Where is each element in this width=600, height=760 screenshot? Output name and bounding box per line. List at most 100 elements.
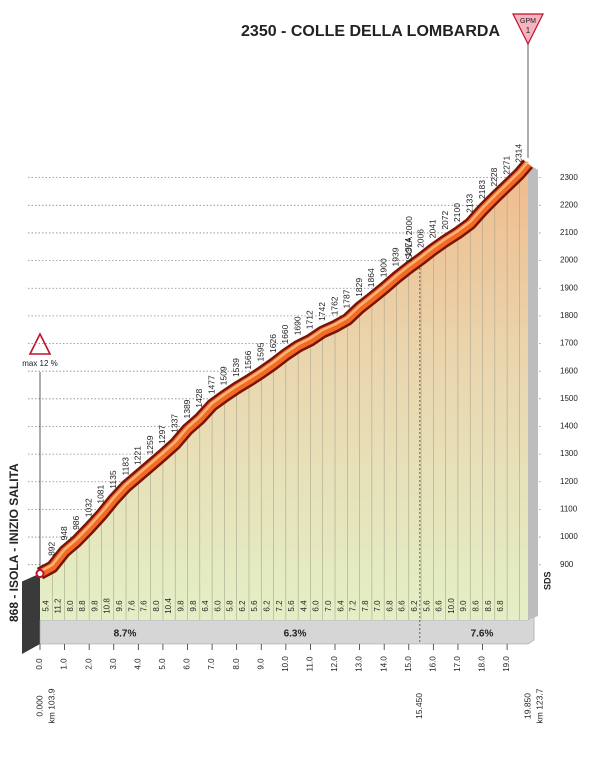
km-label: km 123.7 [534,688,544,723]
y-tick-label: 1900 [560,283,578,292]
y-tick-label: 1500 [560,394,578,403]
x-tick-label: 12.0 [330,656,339,672]
x-tick-label: 6.0 [183,658,192,670]
x-tick-label: 7.0 [207,658,216,670]
y-tick-label: 1400 [560,422,578,431]
altitude-label: 1135 [108,470,118,489]
segment-gradient: 11.2 [54,598,63,614]
altitude-label: 1183 [120,457,130,476]
altitude-label: 1221 [133,446,143,465]
altitude-label: 1787 [342,289,352,308]
altitude-label: 1539 [231,358,241,377]
altitude-label: 1626 [268,334,278,353]
km-mark-label: 19.850 [522,693,532,719]
altitude-label: 1690 [292,316,302,335]
x-tick-label: 18.0 [478,656,487,672]
segment-gradient: 7.0 [373,600,382,612]
altitude-label: 1566 [243,350,253,369]
x-tick-label: 13.0 [355,656,364,672]
segment-gradient: 8.8 [78,600,87,612]
segment-gradient: 10.8 [103,598,112,614]
x-tick-label: 14.0 [379,656,388,672]
altitude-label: 1477 [206,375,216,394]
km-mark-label: 15.450 [414,693,424,719]
altitude-label: 1762 [329,296,339,315]
segment-gradient: 7.2 [349,600,358,612]
segment-gradient: 6.2 [410,600,419,612]
segment-gradient: 6.8 [496,600,505,612]
x-tick-label: 19.0 [502,656,511,672]
altitude-label: 2072 [440,211,450,230]
altitude-label: 2183 [477,180,487,199]
segment-gradient: 8.0 [152,600,161,612]
x-tick-label: 0.0 [35,658,44,670]
section-gradient: 7.6% [471,629,494,640]
x-tick-label: 15.0 [404,656,413,672]
segment-gradient: 7.6 [140,600,149,612]
section-gradient: 6.3% [284,629,307,640]
y-tick-label: 2000 [560,256,578,265]
altitude-label: 948 [59,526,69,540]
y-tick-label: 1000 [560,532,578,541]
x-tick-label: 16.0 [428,656,437,672]
segment-gradient: 6.6 [398,600,407,612]
segment-gradient: 5.6 [422,600,431,612]
altitude-label: 892 [47,541,57,555]
altitude-label: 2314 [514,144,524,163]
section-gradient: 8.7% [114,629,137,640]
segment-gradient: 6.0 [312,600,321,612]
altitude-label: 1509 [219,366,229,385]
segment-gradient: 5.8 [226,600,235,612]
x-tick-label: 5.0 [158,658,167,670]
segment-gradient: 9.0 [459,600,468,612]
altitude-label: 1032 [83,498,93,517]
gpm-icon [512,13,544,46]
max-gradient: max 12 % [22,359,58,368]
waypoint-label: ISOLA 2000 [404,216,414,262]
right-side [528,163,538,620]
altitude-label: 2133 [464,194,474,213]
altitude-label: 1864 [366,268,376,287]
gradient-warning-icon [28,332,52,355]
altitude-label: 986 [71,515,81,529]
x-tick-label: 10.0 [281,656,290,672]
segment-gradient: 6.8 [385,600,394,612]
altitude-label: 1939 [391,247,401,266]
segment-gradient: 6.4 [336,600,345,612]
segment-gradient: 8.0 [66,600,75,612]
altitude-label: 1297 [157,425,167,444]
segment-gradient: 9.8 [176,600,185,612]
altitude-label: 1712 [305,310,315,329]
x-tick-label: 3.0 [109,658,118,670]
x-tick-label: 4.0 [133,658,142,670]
segment-gradient: 7.2 [275,600,284,612]
profile-line [38,161,532,578]
left-side [22,573,40,654]
x-tick-label: 2.0 [84,658,93,670]
km-mark-label: 0.000 [34,695,44,717]
segment-gradient: 4.4 [299,600,308,612]
segment-gradient: 8.6 [471,600,480,612]
km-label: km 103.9 [46,688,56,723]
segment-gradient: 6.2 [263,600,272,612]
segment-gradient: 7.8 [361,600,370,612]
y-tick-label: 2200 [560,200,578,209]
start-point [35,569,45,579]
segment-gradient: 6.4 [201,600,210,612]
segment-gradient: 7.6 [127,600,136,612]
gpm-category: 1 [526,26,531,35]
source-label: SDS [542,571,552,590]
segment-gradient: 5.6 [287,600,296,612]
gpm-text: GPM [520,18,536,25]
y-tick-label: 1100 [560,505,578,514]
segment-gradient: 9.6 [115,600,124,612]
altitude-label: 1660 [280,324,290,343]
altitude-label: 1595 [256,342,266,361]
segment-gradient: 10.4 [164,598,173,614]
segment-gradient: 9.8 [189,600,198,612]
y-tick-label: 1300 [560,449,578,458]
segment-gradient: 10.0 [447,598,456,614]
altitude-label: 2041 [428,219,438,238]
x-tick-label: 11.0 [306,656,315,672]
